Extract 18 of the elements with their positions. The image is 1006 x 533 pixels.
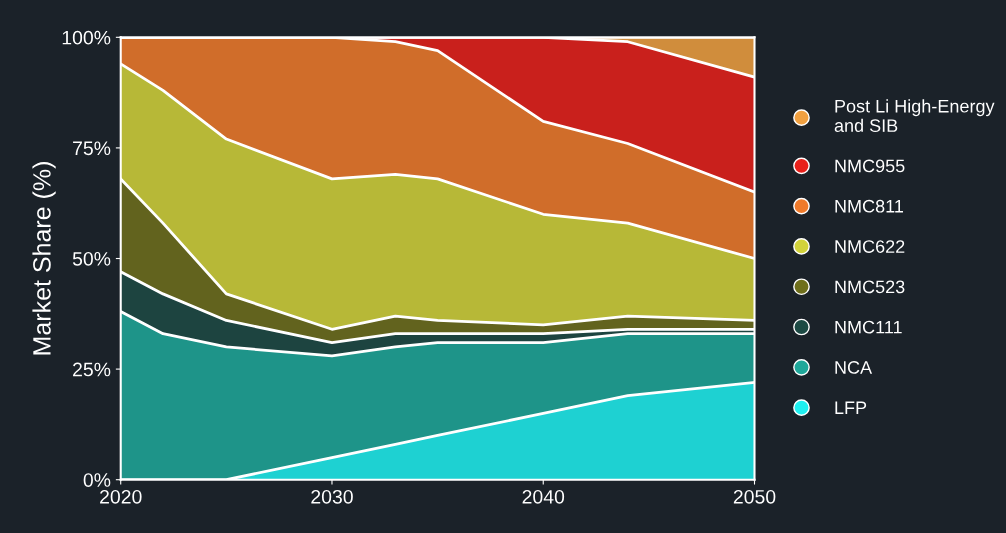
y-tick-label: 0%: [83, 473, 111, 487]
legend-label: NCA: [835, 361, 873, 374]
x-tick-label: 2030: [311, 489, 353, 504]
legend-label: NMC622: [835, 240, 905, 253]
legend-label: NMC811: [835, 199, 904, 213]
legend-label: LFP: [835, 401, 867, 414]
x-tick-label: 2040: [522, 489, 565, 504]
x-tick-label: 2020: [100, 489, 142, 504]
y-axis-title: Market Share (%): [32, 162, 56, 355]
legend-label: NMC955: [835, 159, 905, 173]
legend-label: NMC523: [835, 280, 905, 294]
x-tick-label: 2050: [733, 489, 776, 504]
legend-label: NMC111: [835, 320, 902, 334]
y-tick-label: 50%: [72, 251, 111, 266]
legend-label: Post Li High-Energy and SIB: [834, 99, 995, 133]
y-tick-label: 75%: [73, 141, 111, 156]
y-tick-label: 25%: [73, 362, 111, 377]
y-tick-label: 100%: [62, 30, 111, 45]
